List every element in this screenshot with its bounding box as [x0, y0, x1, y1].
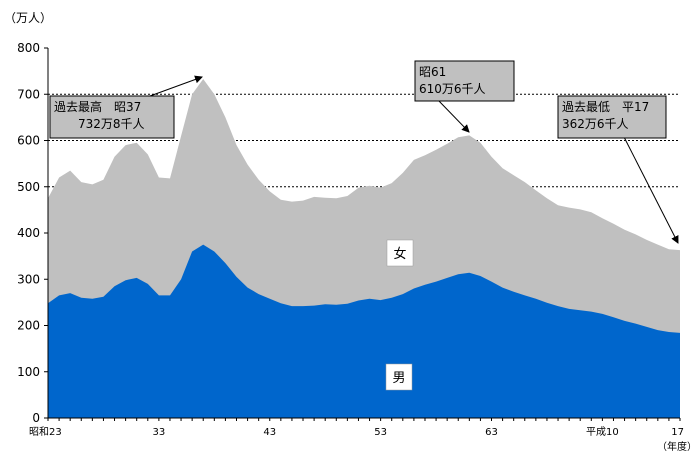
y-tick-label-600: 600	[17, 134, 40, 148]
y-unit-label: （万人）	[4, 11, 52, 25]
y-tick-label-400: 400	[17, 226, 40, 240]
annotation-record-low-line1: 過去最低 平17	[562, 100, 649, 114]
x-tick-label-0: 昭和23	[29, 426, 62, 438]
x-tick-label-5: 平成10	[586, 426, 619, 438]
annotation-peak-s61-arrow	[437, 99, 470, 133]
y-tick-label-800: 800	[17, 41, 40, 55]
annotation-peak-s61-line2: 610万6千人	[419, 82, 486, 96]
y-tick-label-200: 200	[17, 319, 40, 333]
y-tick-label-500: 500	[17, 180, 40, 194]
annotation-peak-s61: 昭61 610万6千人	[414, 60, 515, 133]
male-series-label: 男	[392, 371, 405, 386]
x-tick-label-6: 17	[671, 427, 684, 438]
y-tick-label-700: 700	[17, 87, 40, 101]
annotation-record-high: 過去最高 昭37 732万8千人	[49, 75, 203, 139]
x-axis-ticks: 昭和23 33 43 53 63 平成10 17	[29, 418, 684, 438]
x-tick-label-4: 63	[485, 427, 498, 438]
male-label-box	[385, 363, 413, 391]
x-tick-label-3: 53	[374, 427, 387, 438]
male-area	[48, 244, 680, 418]
y-tick-label-100: 100	[17, 365, 40, 379]
annotation-peak-s61-line1: 昭61	[419, 65, 446, 79]
annotation-record-high-line1: 過去最高 昭37	[54, 99, 141, 114]
female-label-box	[386, 239, 414, 267]
x-tick-label-2: 43	[263, 427, 276, 438]
y-tick-label-0: 0	[32, 411, 40, 425]
y-axis-ticks: 0 100 200 300 400 500 600 700 800	[17, 41, 48, 425]
annotation-record-high-box	[49, 95, 175, 139]
y-tick-label-300: 300	[17, 272, 40, 286]
annotation-record-low-arrow	[623, 136, 679, 244]
annotation-peak-s61-box	[414, 60, 515, 102]
x-unit-label: （年度）	[657, 440, 697, 453]
annotation-record-low-line2: 362万6千人	[562, 117, 629, 131]
annotation-record-high-arrow	[149, 75, 203, 97]
annotation-record-low-box	[557, 95, 667, 139]
female-series-label: 女	[393, 246, 406, 262]
annotation-record-low: 過去最低 平17 362万6千人	[557, 95, 679, 244]
annotation-record-high-line2: 732万8千人	[78, 117, 145, 131]
x-tick-label-1: 33	[153, 427, 166, 438]
